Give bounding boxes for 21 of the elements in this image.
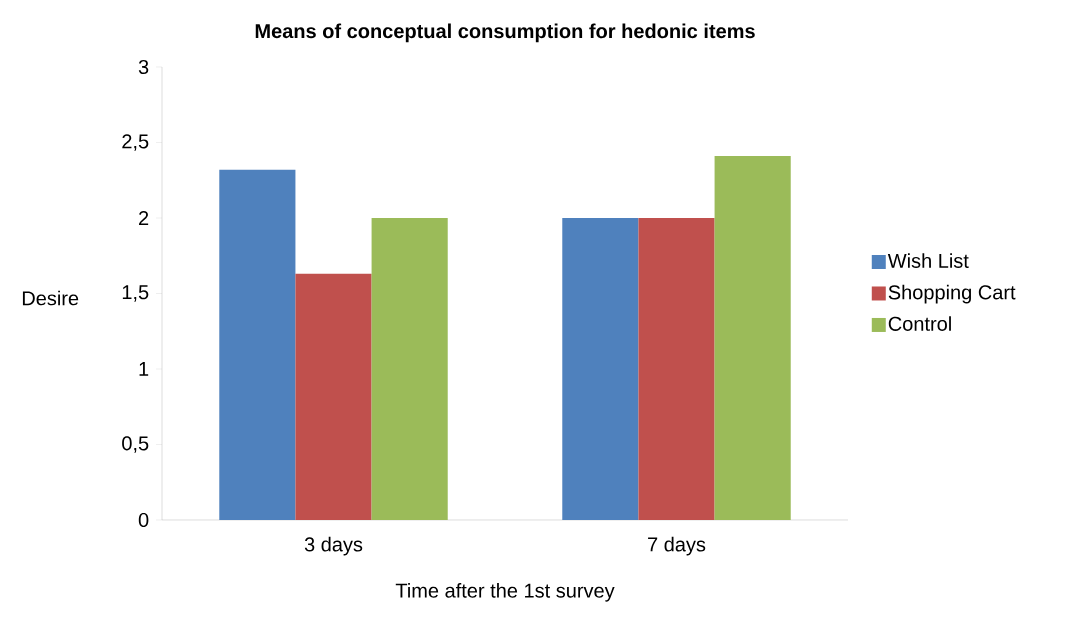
y-tick-label: 1,5 [122, 285, 149, 302]
y-tick-label: 2 [139, 211, 149, 225]
bar [219, 169, 296, 520]
y-tick-label: 1 [139, 362, 149, 376]
x-tick-label: 7 days [648, 536, 706, 556]
chart-title: Means of conceptual consumption for hedonic items [255, 23, 755, 43]
x-tick-label: 3 days [304, 536, 363, 556]
y-tick-label: 0,5 [122, 436, 149, 453]
y-axis-title: Desire [22, 290, 79, 306]
bar [562, 217, 639, 520]
y-tick-label: 2,5 [122, 134, 149, 151]
y-tick-label: 3 [138, 59, 149, 75]
legend-label: Shopping Cart [888, 284, 1016, 304]
legend-label: Control [888, 316, 951, 331]
bar [638, 217, 715, 520]
x-axis-title: Time after the 1st survey [395, 583, 615, 602]
y-tick-label: 0 [138, 512, 149, 528]
bar [371, 217, 448, 520]
bar [295, 273, 372, 520]
bar [714, 156, 791, 520]
legend-label: Wish List [887, 253, 969, 268]
